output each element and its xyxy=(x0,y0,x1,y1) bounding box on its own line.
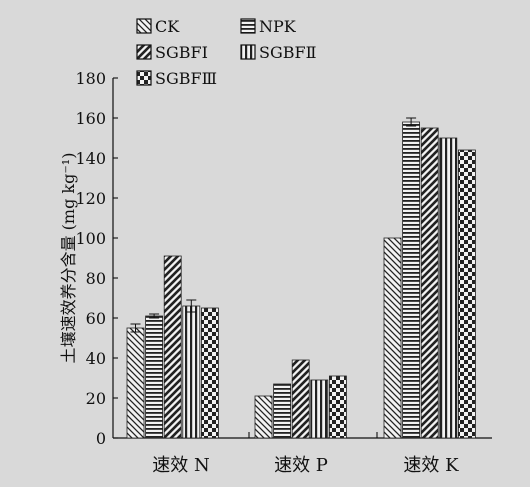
y-axis-title: 土壤速效养分含量 (mg kg⁻¹) xyxy=(59,153,78,364)
y-tick-label: 80 xyxy=(86,269,106,288)
y-axis-title-group: 土壤速效养分含量 (mg kg⁻¹) xyxy=(59,153,78,364)
legend-label: SGBFⅠ xyxy=(155,43,208,62)
legend-swatch xyxy=(240,18,256,34)
bar xyxy=(182,305,201,439)
y-tick-label: 20 xyxy=(86,389,106,408)
bar xyxy=(254,395,273,439)
y-tick-label: 140 xyxy=(75,149,106,168)
legend-swatch xyxy=(240,44,256,60)
y-tick-label: 60 xyxy=(86,309,106,328)
y-tick-label: 40 xyxy=(86,349,106,368)
legend-label: SGBFⅢ xyxy=(155,69,217,88)
bar xyxy=(145,315,164,439)
legend-label: NPK xyxy=(259,17,297,36)
x-tick-labels: 速效 N 速效 P 速效 K xyxy=(152,455,459,476)
bar xyxy=(200,307,219,439)
bar xyxy=(273,383,292,439)
bar xyxy=(126,327,145,439)
bar xyxy=(439,137,458,439)
bar xyxy=(163,255,182,439)
y-tick-label: 180 xyxy=(75,69,106,88)
bar xyxy=(291,359,310,439)
y-tick-label: 120 xyxy=(75,189,106,208)
x-tick-label: 速效 P xyxy=(274,455,328,476)
legend-swatch xyxy=(136,44,152,60)
legend-label: SGBFⅡ xyxy=(259,43,316,62)
bar xyxy=(328,375,347,439)
bar xyxy=(402,121,421,439)
bar xyxy=(310,379,329,439)
bars xyxy=(126,121,476,439)
bar xyxy=(457,149,476,439)
legend-label: CK xyxy=(155,17,180,36)
y-tick-label: 0 xyxy=(96,429,106,448)
y-tick-label: 160 xyxy=(75,109,106,128)
x-tick-label: 速效 K xyxy=(403,455,459,476)
bar xyxy=(420,127,439,439)
x-tick-label: 速效 N xyxy=(152,455,209,476)
axes: 0 20 40 60 80 100 120 140 160 180 xyxy=(75,69,492,448)
bar xyxy=(383,237,402,439)
legend: CK NPK SGBFⅠ SGBFⅡ SGBFⅢ xyxy=(136,17,316,88)
legend-swatch xyxy=(136,70,152,86)
y-tick-label: 100 xyxy=(75,229,106,248)
error-bars xyxy=(130,117,417,333)
legend-swatch xyxy=(136,18,152,34)
